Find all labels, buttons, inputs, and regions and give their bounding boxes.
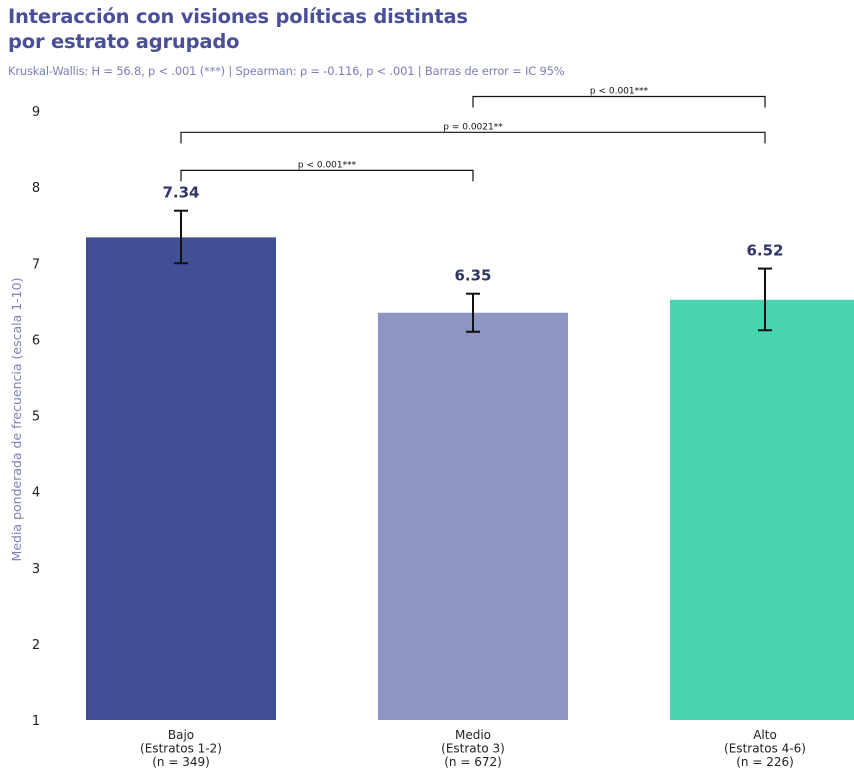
y-tick-label: 8 (32, 181, 40, 196)
y-tick-label: 3 (32, 562, 40, 577)
significance-bracket (180, 131, 766, 144)
significance-bracket (180, 169, 474, 182)
y-tick-label: 6 (32, 333, 40, 348)
y-tick-label: 4 (32, 486, 40, 501)
y-tick-label: 1 (32, 714, 40, 729)
value-label: 6.52 (746, 242, 783, 260)
y-tick-label: 5 (32, 410, 40, 425)
y-axis-label: Media ponderada de frecuencia (escala 1-… (9, 278, 24, 562)
significance-label: p < 0.001*** (590, 87, 649, 97)
x-tick-label: Bajo (Estratos 1-2) (n = 349) (140, 728, 222, 769)
bar (670, 299, 854, 720)
bar (86, 237, 276, 720)
significance-label: p < 0.001*** (298, 160, 357, 170)
x-tick-label: Alto (Estratos 4-6) (n = 226) (724, 728, 806, 769)
y-tick-label: 2 (32, 638, 40, 653)
significance-bracket (472, 95, 766, 108)
y-tick-label: 9 (32, 105, 40, 120)
significance-label: p = 0.0021** (443, 122, 503, 132)
value-label: 6.35 (454, 267, 491, 285)
y-tick-label: 7 (32, 257, 40, 272)
x-tick-label: Medio (Estrato 3) (n = 672) (441, 728, 505, 769)
chart-title: Interacción con visiones políticas disti… (8, 5, 468, 53)
bar (378, 312, 568, 720)
value-label: 7.34 (162, 184, 199, 202)
chart-subtitle: Kruskal-Wallis: H = 56.8, p < .001 (***)… (8, 64, 565, 78)
